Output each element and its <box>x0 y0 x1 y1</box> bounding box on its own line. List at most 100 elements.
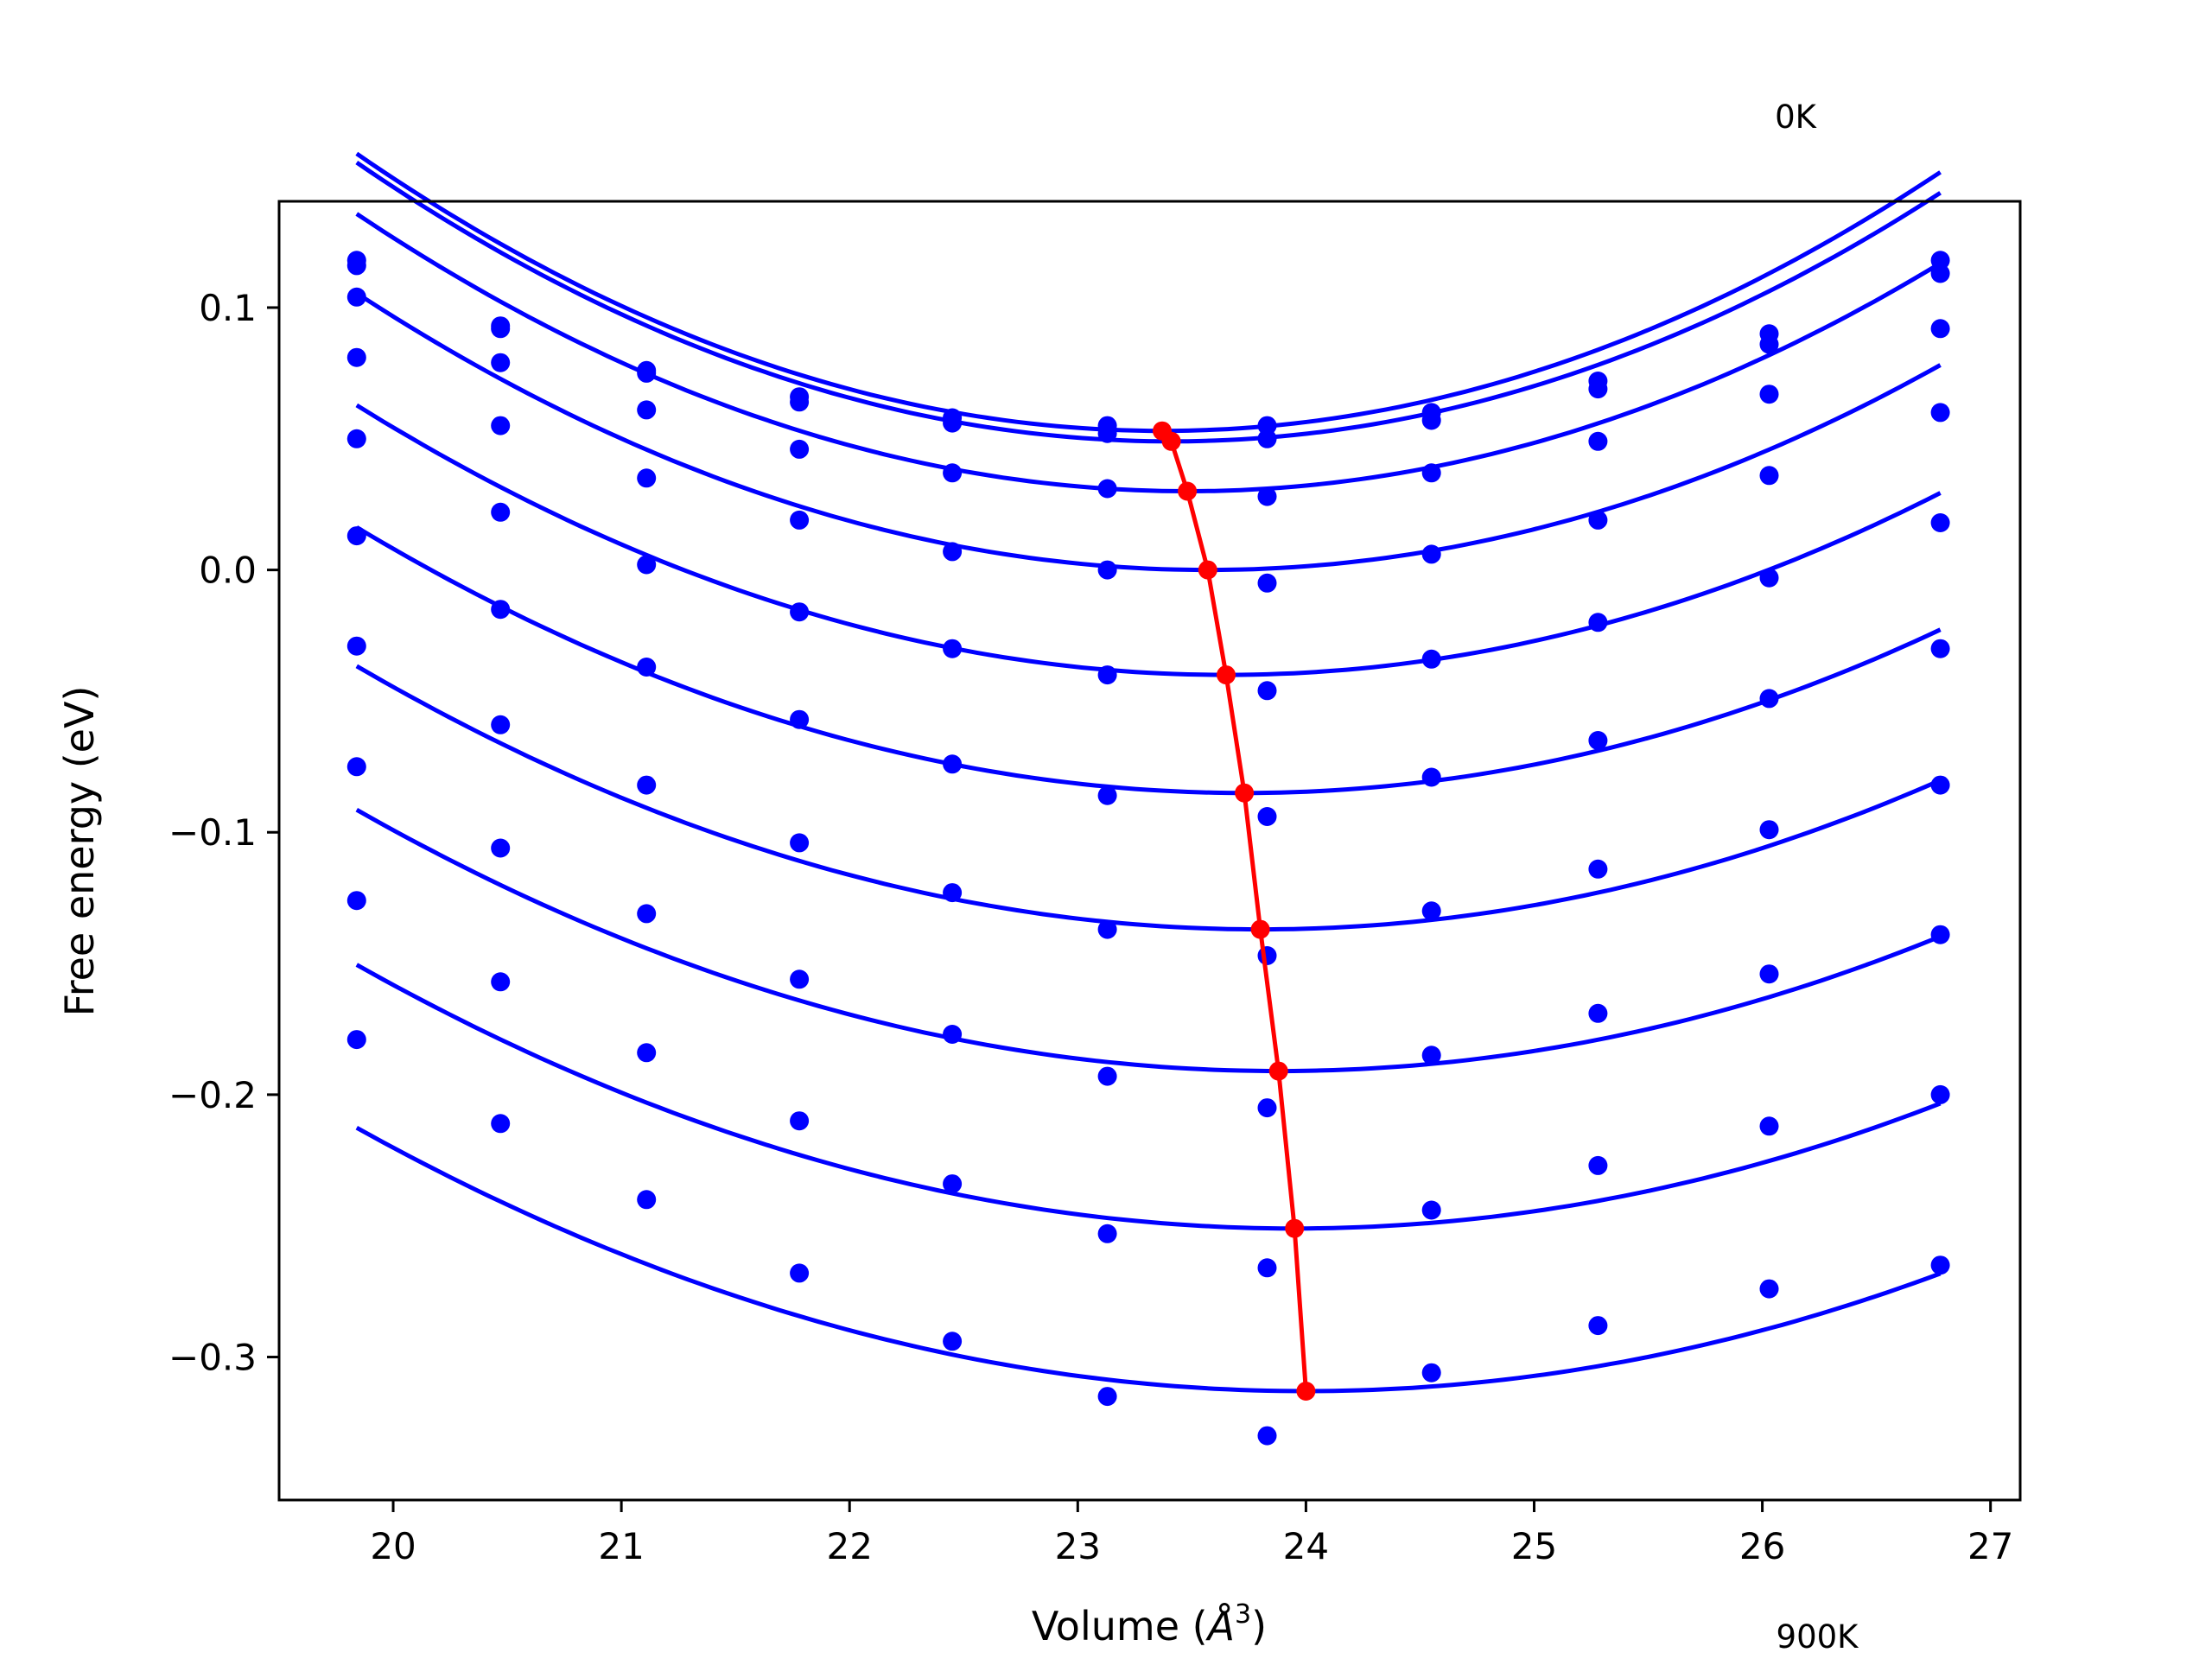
data-point-400K <box>1421 649 1441 669</box>
data-point-800K <box>1257 1258 1277 1278</box>
data-point-300K <box>346 347 366 367</box>
data-point-100K <box>1759 334 1779 354</box>
data-point-100K <box>1588 379 1608 399</box>
data-point-700K <box>637 904 657 924</box>
data-point-900K <box>346 1030 366 1050</box>
data-point-400K <box>1097 665 1117 685</box>
minima-line <box>1160 429 1308 1392</box>
y-axis-ticks: 0.1 0.0 −0.1 −0.2 −0.3 <box>168 287 279 1379</box>
data-point-400K <box>1759 568 1779 588</box>
data-point-400K <box>1588 613 1608 632</box>
data-point-500K <box>1759 689 1779 709</box>
data-point-500K <box>1257 807 1277 826</box>
data-point-500K <box>491 600 511 620</box>
data-point-200K <box>1930 319 1950 339</box>
minimum-point <box>1235 783 1255 803</box>
data-point-700K <box>346 757 366 777</box>
data-point-700K <box>1930 925 1950 944</box>
data-point-900K <box>491 1114 511 1134</box>
data-point-700K <box>1759 964 1779 984</box>
data-point-200K <box>1588 431 1608 451</box>
data-point-800K <box>491 972 511 992</box>
data-point-0K <box>1257 416 1277 435</box>
y-axis-label: Free energy (eV) <box>56 686 103 1017</box>
data-point-800K <box>943 1174 963 1194</box>
data-point-200K <box>1097 479 1117 499</box>
x-tick-label: 21 <box>598 1525 644 1567</box>
fit-curve-700K <box>355 808 1942 1074</box>
data-point-600K <box>1930 775 1950 795</box>
data-point-300K <box>1257 573 1277 593</box>
y-tick-label: 0.1 <box>199 287 257 329</box>
fit-curve-0K <box>355 151 1942 434</box>
data-point-800K <box>346 891 366 911</box>
minimum-point <box>1296 1382 1316 1401</box>
data-point-900K <box>637 1190 657 1210</box>
data-point-700K <box>1588 1003 1608 1023</box>
x-tick-label: 20 <box>370 1525 416 1567</box>
minimum-energy-path <box>1153 421 1316 1401</box>
data-point-500K <box>943 754 963 774</box>
x-tick-label: 27 <box>1967 1525 2013 1567</box>
data-point-100K <box>943 413 963 433</box>
x-tick-label: 22 <box>826 1525 872 1567</box>
data-point-400K <box>491 502 511 522</box>
data-point-900K <box>1097 1387 1117 1407</box>
data-point-400K <box>346 429 366 448</box>
data-point-800K <box>790 1111 810 1131</box>
y-tick-label: 0.0 <box>199 550 257 592</box>
data-point-600K <box>1257 946 1277 965</box>
data-point-700K <box>1257 1098 1277 1118</box>
data-point-900K <box>1759 1279 1779 1299</box>
data-point-200K <box>790 439 810 459</box>
data-point-800K <box>1588 1155 1608 1175</box>
data-point-100K <box>491 319 511 339</box>
data-point-800K <box>1930 1084 1950 1104</box>
data-point-400K <box>637 555 657 575</box>
data-point-400K <box>790 602 810 622</box>
y-tick-label: −0.1 <box>168 811 257 854</box>
fit-curve-200K <box>355 212 1942 494</box>
fit-curve-400K <box>355 403 1942 677</box>
data-point-700K <box>1097 1066 1117 1086</box>
data-point-700K <box>1421 1046 1441 1065</box>
fit-curve-600K <box>355 664 1942 932</box>
fit-curve-300K <box>355 291 1942 573</box>
data-point-900K <box>1421 1363 1441 1382</box>
data-point-300K <box>637 468 657 488</box>
data-point-200K <box>346 287 366 307</box>
data-point-500K <box>1421 767 1441 787</box>
data-point-900K <box>1588 1316 1608 1336</box>
data-point-300K <box>790 510 810 530</box>
plot-frame <box>277 200 2022 1502</box>
data-point-100K <box>1930 264 1950 283</box>
minimum-point <box>1198 560 1217 580</box>
data-point-700K <box>943 1025 963 1044</box>
data-point-400K <box>1930 513 1950 532</box>
data-point-900K <box>1930 1255 1950 1275</box>
data-point-800K <box>1421 1200 1441 1220</box>
minimum-point <box>1250 919 1270 939</box>
x-tick-label: 26 <box>1739 1525 1785 1567</box>
data-point-300K <box>1759 466 1779 486</box>
data-point-900K <box>943 1332 963 1351</box>
x-axis-label: Volume (Å3) <box>1032 1599 1267 1649</box>
data-point-300K <box>1930 403 1950 423</box>
data-point-700K <box>491 838 511 858</box>
data-point-200K <box>1759 385 1779 404</box>
x-tick-label: 23 <box>1055 1525 1101 1567</box>
data-point-200K <box>943 463 963 483</box>
minimum-point <box>1217 665 1236 685</box>
data-point-900K <box>790 1263 810 1283</box>
data-point-800K <box>637 1043 657 1063</box>
data-point-500K <box>346 526 366 546</box>
data-point-100K <box>1097 423 1117 443</box>
data-point-300K <box>1097 560 1117 580</box>
data-point-700K <box>790 969 810 989</box>
data-point-200K <box>491 353 511 372</box>
fit-curve-800K <box>355 963 1942 1231</box>
data-point-100K <box>346 256 366 276</box>
data-point-600K <box>346 636 366 656</box>
data-point-500K <box>637 658 657 677</box>
x-tick-label: 25 <box>1511 1525 1557 1567</box>
